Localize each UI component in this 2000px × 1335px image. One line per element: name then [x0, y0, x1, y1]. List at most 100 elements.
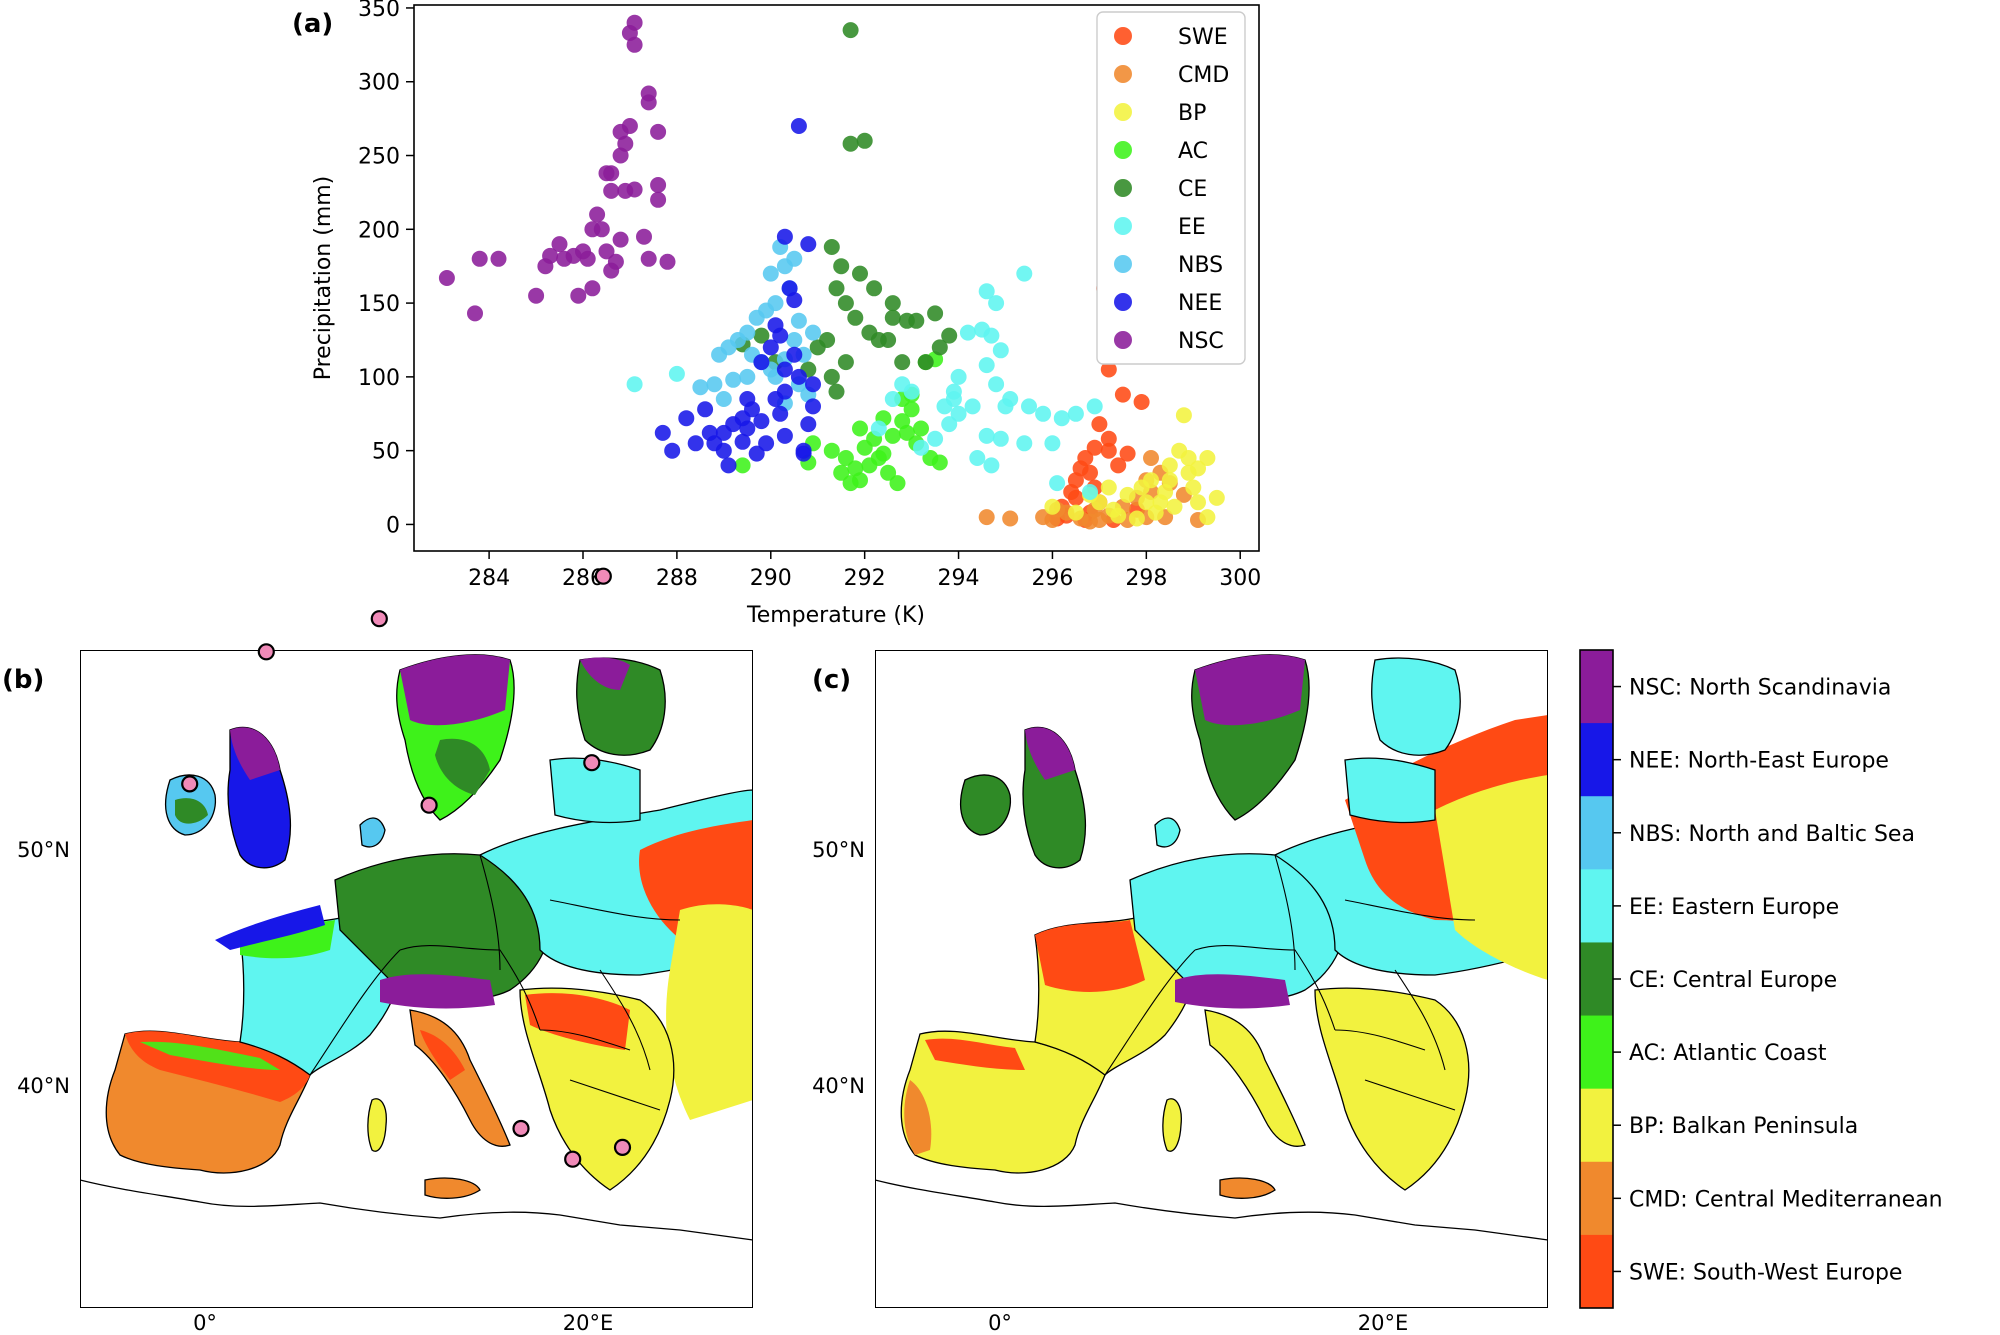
point-nsc-30	[528, 287, 545, 304]
point-nsc-33	[438, 270, 455, 286]
point-nee-31	[720, 457, 737, 474]
map-c-xtick-0: 0°	[988, 1311, 1012, 1335]
point-ce-21	[837, 354, 854, 371]
region-colorbar: NSC: North Scandinavia NEE: North-East Eu…	[1579, 649, 1943, 1309]
colorbar-swatch-3	[1580, 869, 1613, 943]
colorbar-label-5: AC: Atlantic Coast	[1629, 1041, 1827, 1066]
point-nbs-17	[786, 332, 803, 348]
colorbar-label-0: NSC: North Scandinavia	[1629, 676, 1891, 701]
point-ce-28	[828, 383, 845, 400]
point-ac-21	[852, 420, 868, 437]
point-ee-27	[894, 376, 911, 393]
x-axis-label: Temperature (K)	[746, 603, 925, 628]
point-nee-39	[701, 424, 718, 441]
point-nsc-31	[570, 287, 587, 304]
point-ac-15	[880, 464, 897, 481]
point-bp-14	[1199, 509, 1216, 526]
map-site-site-4	[257, 643, 275, 661]
map-c-xticks: 0° 20°E	[988, 1311, 1408, 1335]
point-ac-16	[889, 475, 906, 492]
point-ce-12	[880, 332, 897, 348]
point-bp-23	[1110, 507, 1127, 524]
colorbar-swatch-6	[1580, 1088, 1613, 1163]
point-ce-6	[866, 280, 883, 297]
legend-label-ce: CE	[1178, 177, 1207, 202]
point-ee-2	[988, 295, 1005, 312]
map-site-site-1	[181, 775, 199, 793]
colorbar-swatch-5	[1580, 1015, 1613, 1090]
colorbar-swatch-0	[1580, 650, 1613, 724]
point-bp-22	[1138, 494, 1155, 511]
x-axis-ticks: 284 286 288 290 292 294 296 298 300	[468, 551, 1261, 591]
point-ee-33	[626, 376, 643, 393]
point-ee-32	[668, 365, 685, 382]
point-cmd-0	[978, 509, 995, 526]
point-cmd-11	[1143, 450, 1159, 466]
map-b-xtick-0: 0°	[193, 1311, 217, 1335]
panel-b: (b)	[2, 567, 753, 1335]
point-nsc-5	[650, 123, 667, 140]
point-nee-18	[715, 442, 732, 459]
map-site-site-5	[370, 610, 388, 628]
point-nee-25	[800, 416, 817, 433]
point-nsc-2	[626, 36, 643, 53]
point-nsc-9	[617, 135, 634, 152]
point-ee-18	[992, 430, 1009, 447]
point-nbs-20	[739, 368, 756, 385]
point-ac-11	[913, 420, 929, 437]
point-swe-15	[1133, 394, 1150, 410]
point-nsc-40	[603, 262, 620, 279]
point-nsc-32	[584, 280, 601, 297]
point-nbs-23	[692, 379, 709, 396]
point-ce-22	[823, 368, 840, 385]
point-nee-36	[767, 317, 784, 334]
x-tick-label-2: 288	[656, 566, 698, 591]
point-bp-8	[1161, 457, 1178, 474]
point-bp-16	[1166, 498, 1183, 515]
point-nee-1	[776, 228, 793, 245]
map-c-xtick-1: 20°E	[1358, 1311, 1409, 1335]
point-ee-34	[959, 324, 976, 341]
point-ce-29	[884, 295, 901, 312]
point-ce-17	[941, 327, 958, 344]
point-nee-20	[748, 445, 765, 462]
point-bp-25	[1190, 494, 1206, 511]
point-bp-13	[1208, 489, 1225, 506]
point-ac-8	[884, 427, 901, 444]
point-ce-13	[884, 309, 901, 326]
point-bp-10	[1180, 450, 1197, 466]
point-ee-17	[978, 427, 995, 444]
point-swe-20	[1086, 439, 1103, 456]
point-ac-23	[931, 454, 948, 471]
point-nee-29	[687, 435, 704, 452]
point-nee-22	[776, 427, 793, 444]
map-site-site-6	[594, 567, 612, 585]
x-tick-label-0: 284	[468, 566, 510, 591]
point-ce-15	[908, 312, 925, 329]
point-nee-35	[786, 346, 803, 363]
point-ee-12	[964, 398, 981, 415]
y-tick-label-5: 250	[358, 145, 400, 170]
point-nee-37	[795, 445, 812, 462]
point-swe-9	[1100, 442, 1117, 459]
legend-label-nsc: NSC	[1178, 329, 1224, 354]
legend-label-ee: EE	[1178, 215, 1206, 240]
legend-marker-cmd	[1114, 65, 1132, 83]
point-bp-18	[1147, 504, 1164, 521]
scatter-legend: SWE CMD BP AC CE EE NBS NEE NSC	[1096, 11, 1246, 365]
point-ce-23	[894, 354, 911, 371]
map-b	[80, 650, 753, 1308]
x-tick-label-4: 292	[844, 566, 886, 591]
point-ce-2	[856, 132, 873, 149]
point-nsc-36	[467, 305, 483, 322]
point-ee-4	[983, 327, 1000, 344]
panel-label-c: (c)	[812, 665, 851, 695]
point-swe-22	[1110, 457, 1127, 474]
map-site-site-9	[613, 1138, 632, 1157]
point-ee-9	[1021, 398, 1037, 415]
point-ce-24	[917, 354, 934, 371]
point-ac-13	[898, 424, 915, 441]
point-ee-29	[870, 420, 887, 437]
legend-label-cmd: CMD	[1178, 63, 1229, 88]
point-ce-3	[823, 239, 840, 255]
